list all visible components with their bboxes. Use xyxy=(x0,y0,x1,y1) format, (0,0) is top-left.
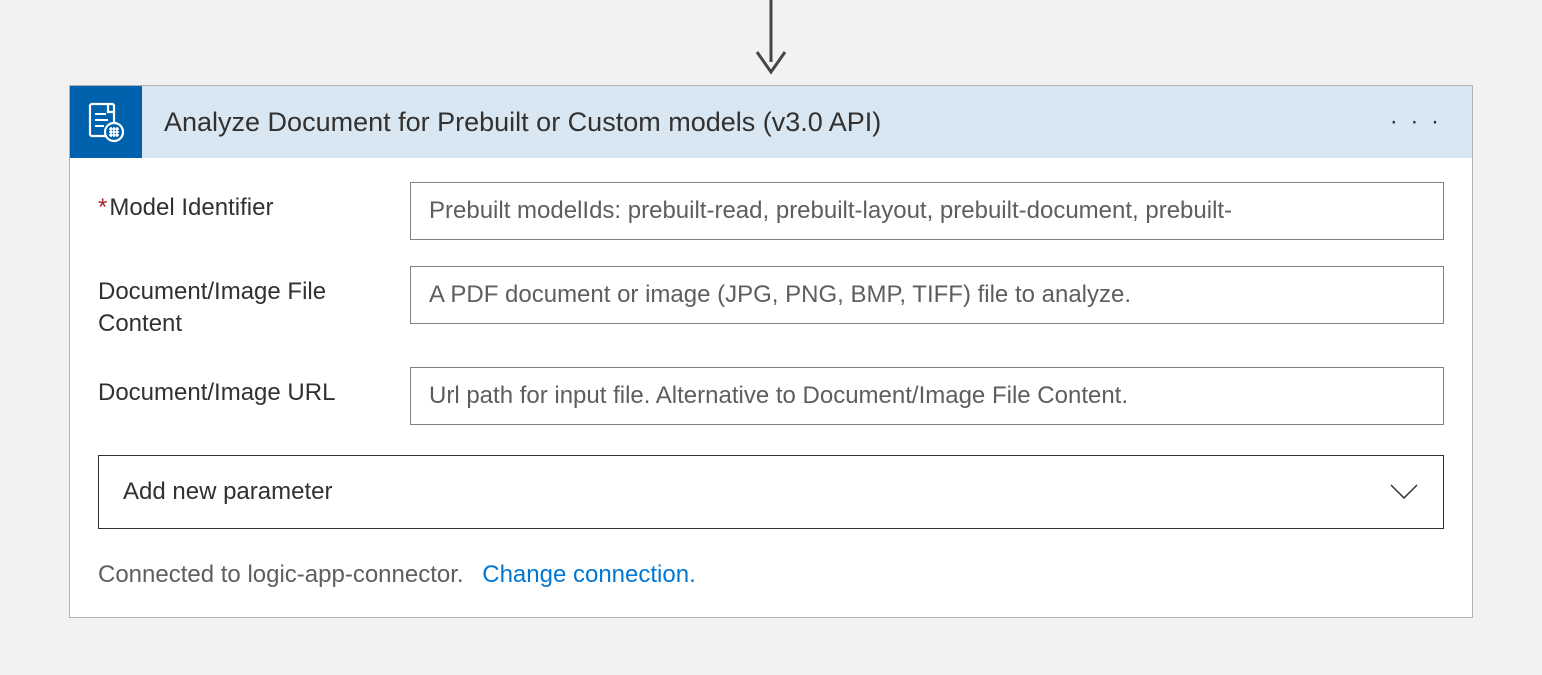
required-indicator: * xyxy=(98,194,107,221)
label-text: Document/Image URL xyxy=(98,379,335,406)
field-label: *Model Identifier xyxy=(98,182,410,224)
field-label: Document/Image File Content xyxy=(98,266,410,341)
field-row-url: Document/Image URL xyxy=(98,367,1444,425)
connected-text: Connected to logic-app-connector. xyxy=(98,561,464,588)
form-recognizer-icon xyxy=(70,86,142,158)
field-row-file-content: Document/Image File Content xyxy=(98,266,1444,341)
action-card: Analyze Document for Prebuilt or Custom … xyxy=(69,85,1473,618)
connection-footer: Connected to logic-app-connector. Change… xyxy=(98,561,1444,589)
more-menu-button[interactable]: · · · xyxy=(1390,108,1472,136)
chevron-down-icon xyxy=(1389,483,1419,501)
field-row-model-identifier: *Model Identifier xyxy=(98,182,1444,240)
url-input[interactable] xyxy=(410,367,1444,425)
dropdown-label: Add new parameter xyxy=(123,478,332,506)
model-identifier-input[interactable] xyxy=(410,182,1444,240)
add-parameter-dropdown[interactable]: Add new parameter xyxy=(98,455,1444,529)
card-title: Analyze Document for Prebuilt or Custom … xyxy=(142,107,1390,138)
label-text: Model Identifier xyxy=(109,194,273,221)
field-label: Document/Image URL xyxy=(98,367,410,409)
file-content-input[interactable] xyxy=(410,266,1444,324)
change-connection-link[interactable]: Change connection. xyxy=(482,561,696,588)
flow-arrow xyxy=(751,0,791,85)
label-text: Document/Image File Content xyxy=(98,278,326,337)
card-header[interactable]: Analyze Document for Prebuilt or Custom … xyxy=(70,86,1472,158)
card-body: *Model Identifier Document/Image File Co… xyxy=(70,158,1472,617)
